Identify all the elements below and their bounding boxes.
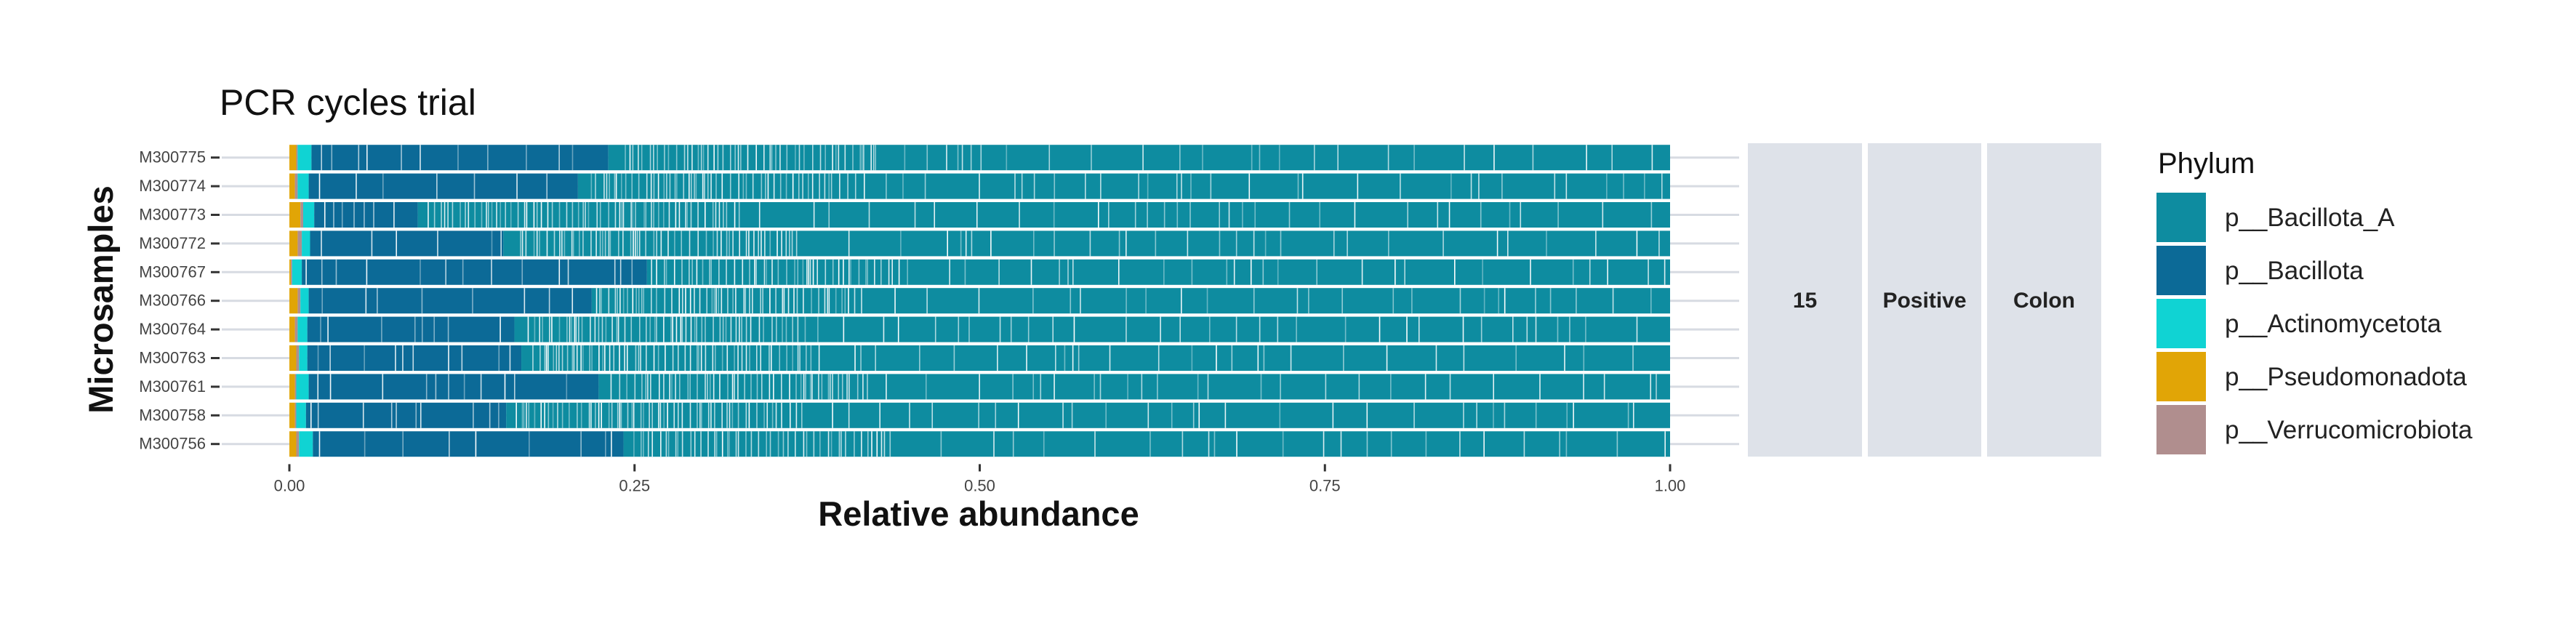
chart-title: PCR cycles trial <box>220 82 476 123</box>
facet-strip-label: Colon <box>2013 289 2075 313</box>
bar-M300763-p__Bacillota <box>307 345 522 371</box>
bar-M300766-p__Bacillota <box>308 288 592 314</box>
bar-M300773-p__Bacillota <box>314 202 418 228</box>
legend-label: p__Verrucomicrobiota <box>2225 416 2473 444</box>
bar-M300761-p__Bacillota_A <box>598 374 1670 400</box>
bar-M300775-p__Verrucomicrobiota <box>296 145 298 171</box>
y-tick-label: M300772 <box>139 234 206 252</box>
bar-M300767-p__Actinomycetota <box>292 259 302 285</box>
bar-M300756-p__Actinomycetota <box>299 431 313 457</box>
facet-strips: 15 Positive Colon <box>1748 143 2101 457</box>
y-tick-label: M300767 <box>139 262 206 281</box>
legend-swatch <box>2156 352 2206 401</box>
bar-M300763-p__Bacillota_A <box>521 345 1670 371</box>
bar-M300775-p__Bacillota <box>311 145 609 171</box>
bar-M300761-p__Pseudomonadota <box>289 374 295 400</box>
y-tick-label: M300775 <box>139 148 206 166</box>
facet-strip-label: Positive <box>1882 289 1966 313</box>
bar-M300761-p__Verrucomicrobiota <box>294 374 297 400</box>
x-axis-label: Relative abundance <box>818 494 1139 533</box>
bar-M300773-p__Pseudomonadota <box>289 202 301 228</box>
legend-title: Phylum <box>2158 148 2255 180</box>
bar-M300756-p__Bacillota_A <box>623 431 1670 457</box>
bar-M300772-p__Verrucomicrobiota <box>297 230 302 257</box>
bar-M300773-p__Actinomycetota <box>302 202 315 228</box>
bar-M300763-p__Pseudomonadota <box>289 345 297 371</box>
y-tick-label: M300774 <box>139 177 206 195</box>
bar-M300758-p__Actinomycetota <box>296 402 306 428</box>
y-tick-label: M300773 <box>139 206 206 224</box>
bar-M300756-p__Pseudomonadota <box>289 431 297 457</box>
bar-M300756-p__Bacillota <box>313 431 624 457</box>
facet-strip <box>1987 143 2101 457</box>
y-tick-label: M300763 <box>139 349 206 367</box>
facet-strip <box>1868 143 1981 457</box>
facet-strip <box>1748 143 1862 457</box>
bar-M300758-p__Bacillota <box>305 402 507 428</box>
bar-M300772-p__Actinomycetota <box>302 230 310 257</box>
bar-M300758-p__Pseudomonadota <box>289 402 295 428</box>
bar-M300774-p__Actinomycetota <box>297 173 309 199</box>
bar-M300763-p__Verrucomicrobiota <box>296 345 300 371</box>
legend-swatch <box>2156 299 2206 348</box>
y-tick-label: M300766 <box>139 292 206 310</box>
bar-M300775-p__Bacillota_A <box>608 145 1671 171</box>
legend: p__Bacillota_A p__Bacillota p__Actinomycet… <box>2156 193 2473 454</box>
x-tick-label: 0.00 <box>274 476 305 494</box>
bar-M300766-p__Bacillota_A <box>591 288 1670 314</box>
bar-M300774-p__Bacillota_A <box>577 173 1670 199</box>
bar-M300766-p__Actinomycetota <box>300 288 309 314</box>
bar-M300767-p__Verrucomicrobiota <box>290 259 292 285</box>
legend-swatch <box>2156 246 2206 295</box>
legend-label: p__Bacillota_A <box>2225 204 2395 232</box>
y-tick-label: M300764 <box>139 320 206 338</box>
bar-M300767-p__Bacillota <box>302 259 647 285</box>
bar-M300775-p__Actinomycetota <box>297 145 312 171</box>
bar-M300761-p__Bacillota <box>308 374 599 400</box>
bar-M300772-p__Pseudomonadota <box>289 230 298 257</box>
bar-M300766-p__Verrucomicrobiota <box>297 288 301 314</box>
bar-M300764-p__Actinomycetota <box>297 316 308 342</box>
bar-M300775-p__Pseudomonadota <box>289 145 297 171</box>
bar-M300773-p__Bacillota_A <box>417 202 1671 228</box>
x-tick-label: 0.25 <box>619 476 650 494</box>
x-tick-label: 0.75 <box>1309 476 1341 494</box>
bar-M300774-p__Verrucomicrobiota <box>294 173 298 199</box>
bar-M300758-p__Bacillota_A <box>506 402 1670 428</box>
bar-M300756-p__Verrucomicrobiota <box>296 431 300 457</box>
legend-swatch <box>2156 193 2206 242</box>
bar-M300764-p__Verrucomicrobiota <box>294 316 298 342</box>
bar-M300764-p__Bacillota <box>307 316 515 342</box>
bar-M300764-p__Pseudomonadota <box>289 316 295 342</box>
y-axis-label: Microsamples <box>81 185 120 413</box>
bar-M300767-p__Pseudomonadota <box>289 259 291 285</box>
x-axis: 0.00 0.25 0.50 0.75 1.00 <box>274 464 1686 494</box>
x-tick-label: 0.50 <box>964 476 995 494</box>
bar-M300774-p__Bacillota <box>308 173 578 199</box>
bar-M300761-p__Actinomycetota <box>296 374 309 400</box>
bar-M300772-p__Bacillota <box>310 230 504 257</box>
bar-M300774-p__Pseudomonadota <box>289 173 295 199</box>
legend-label: p__Pseudomonadota <box>2225 363 2467 391</box>
bar-M300772-p__Bacillota_A <box>503 230 1670 257</box>
y-tick-label: M300761 <box>139 377 206 396</box>
bar-M300773-p__Verrucomicrobiota <box>300 202 303 228</box>
y-axis: M300775 M300774 M300773 M300772 M300767 M3007… <box>139 148 220 453</box>
y-tick-label: M300756 <box>139 435 206 453</box>
legend-label: p__Actinomycetota <box>2225 310 2441 338</box>
y-tick-label: M300758 <box>139 406 206 424</box>
species-separators <box>305 145 1666 457</box>
bar-M300763-p__Actinomycetota <box>299 345 308 371</box>
facet-strip-label: 15 <box>1793 289 1817 313</box>
bar-M300767-p__Bacillota_A <box>646 259 1670 285</box>
legend-label: p__Bacillota <box>2225 257 2364 285</box>
bar-M300766-p__Pseudomonadota <box>289 288 298 314</box>
bar-M300764-p__Bacillota_A <box>514 316 1670 342</box>
bar-M300758-p__Verrucomicrobiota <box>294 402 297 428</box>
legend-swatch <box>2156 405 2206 454</box>
x-tick-label: 1.00 <box>1655 476 1686 494</box>
